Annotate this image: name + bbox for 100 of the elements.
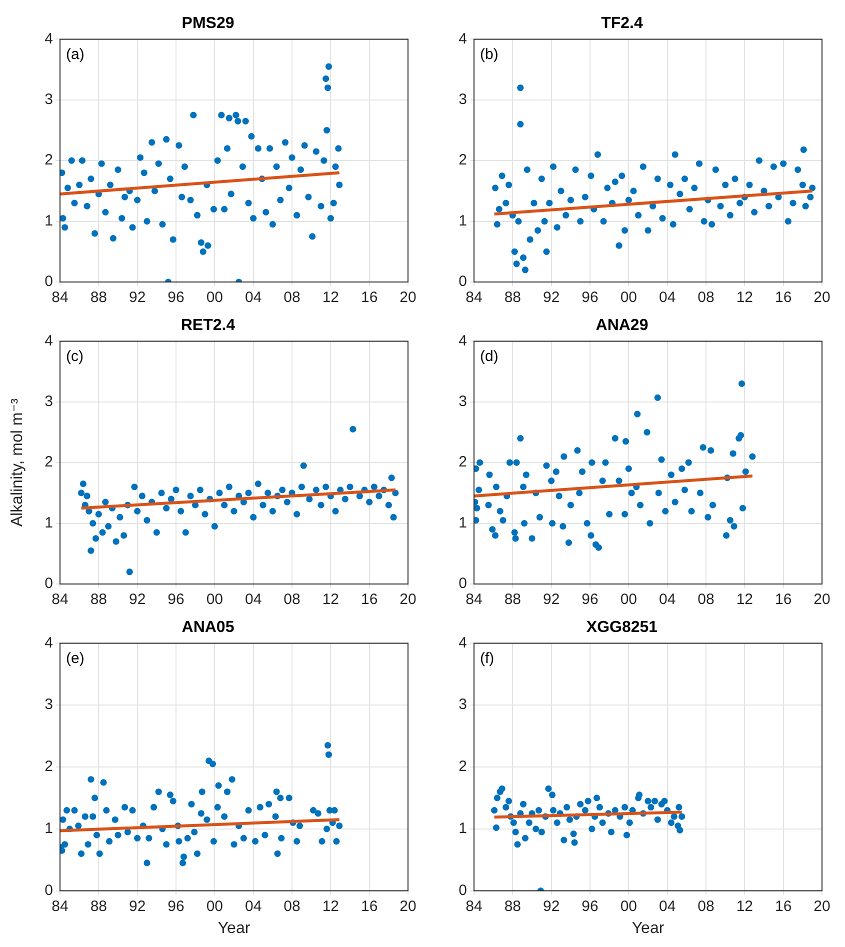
y-tick-label: 3 (44, 91, 53, 108)
chart-title: TF2.4 (601, 15, 643, 32)
y-tick-label: 4 (44, 332, 53, 350)
x-tick-label: 84 (52, 591, 68, 608)
x-tick-label: 96 (582, 898, 598, 915)
x-tick-label: 92 (128, 591, 146, 608)
y-tick-label: 4 (44, 634, 53, 652)
x-tick-label: 20 (400, 289, 416, 306)
x-tick-label: 96 (582, 591, 598, 608)
y-tick-label: 4 (458, 332, 467, 350)
y-tick-label: 0 (458, 575, 467, 592)
y-tick-label: 4 (458, 30, 467, 48)
x-tick-label: 84 (466, 289, 482, 306)
y-tick-label: 1 (458, 514, 467, 532)
x-tick-label: 04 (658, 289, 676, 306)
annotation: (a) (66, 46, 84, 63)
x-tick-label: 00 (206, 591, 224, 608)
x-tick-label: 20 (400, 591, 416, 608)
x-tick-label: 88 (90, 289, 108, 306)
x-tick-label: 08 (284, 898, 300, 915)
y-tick-label: 3 (458, 91, 467, 108)
x-tick-label: 16 (774, 898, 792, 915)
annotation: (c) (66, 348, 84, 365)
x-tick-label: 96 (168, 591, 184, 608)
x-tick-label: 12 (736, 591, 754, 608)
x-tick-label: 92 (542, 898, 560, 915)
y-tick-label: 1 (44, 820, 53, 838)
x-tick-label: 04 (244, 898, 262, 915)
x-axis-title: Year (632, 920, 665, 937)
x-tick-label: 16 (360, 898, 378, 915)
y-tick-label: 1 (44, 514, 53, 532)
chart-title: ANA29 (596, 317, 648, 334)
x-tick-label: 16 (360, 591, 378, 608)
y-tick-label: 1 (458, 820, 467, 838)
y-tick-label: 0 (44, 882, 53, 899)
x-tick-label: 88 (90, 898, 108, 915)
y-tick-label: 2 (458, 152, 467, 169)
y-tick-label: 3 (458, 696, 467, 714)
x-tick-label: 12 (322, 591, 340, 608)
y-tick-label: 4 (458, 634, 467, 652)
y-tick-label: 0 (458, 882, 467, 899)
x-axis-title: Year (218, 920, 251, 937)
x-tick-label: 20 (814, 898, 830, 915)
y-tick-label: 3 (458, 393, 467, 410)
x-tick-label: 96 (168, 289, 184, 306)
y-tick-label: 3 (44, 393, 53, 410)
y-tick-label: 1 (458, 212, 467, 230)
y-tick-label: 2 (458, 454, 467, 471)
annotation: (f) (480, 650, 494, 667)
x-tick-label: 08 (284, 591, 300, 608)
x-tick-label: 04 (658, 591, 676, 608)
chart-title: RET2.4 (180, 317, 236, 334)
annotation: (e) (66, 650, 84, 667)
x-tick-label: 08 (698, 898, 714, 915)
x-tick-label: 12 (736, 289, 754, 306)
x-tick-label: 88 (504, 289, 522, 306)
x-tick-label: 16 (774, 591, 792, 608)
x-tick-label: 20 (814, 289, 830, 306)
x-tick-label: 00 (620, 898, 638, 915)
x-tick-label: 88 (504, 898, 522, 915)
y-tick-label: 2 (44, 758, 53, 776)
annotation: (b) (480, 46, 498, 63)
x-tick-label: 84 (466, 898, 482, 915)
x-tick-label: 00 (206, 898, 224, 915)
y-tick-label: 0 (44, 273, 53, 290)
x-tick-label: 16 (774, 289, 792, 306)
x-tick-label: 88 (90, 591, 108, 608)
x-tick-label: 00 (620, 289, 638, 306)
x-tick-label: 84 (52, 289, 68, 306)
x-tick-label: 12 (322, 289, 340, 306)
x-tick-label: 08 (698, 591, 714, 608)
annotation: (d) (480, 348, 498, 365)
chart-title: PMS29 (182, 15, 234, 32)
x-tick-label: 20 (400, 898, 416, 915)
x-tick-label: 04 (244, 289, 262, 306)
y-tick-label: 1 (44, 212, 53, 230)
x-tick-label: 96 (582, 289, 598, 306)
x-tick-label: 92 (542, 289, 560, 306)
chart-title: XGG8251 (586, 619, 658, 636)
y-tick-label: 0 (458, 273, 467, 290)
y-tick-label: 2 (44, 152, 53, 169)
chart-title: ANA05 (182, 619, 234, 636)
y-tick-label: 2 (44, 454, 53, 471)
y-tick-label: 2 (458, 758, 467, 776)
x-tick-label: 84 (466, 591, 482, 608)
x-tick-label: 08 (284, 289, 300, 306)
x-tick-label: 08 (698, 289, 714, 306)
x-tick-label: 92 (542, 591, 560, 608)
x-tick-label: 12 (322, 898, 340, 915)
y-tick-label: 0 (44, 575, 53, 592)
y-tick-label: 4 (44, 30, 53, 48)
x-tick-label: 04 (658, 898, 676, 915)
x-tick-label: 96 (168, 898, 184, 915)
x-tick-label: 20 (814, 591, 830, 608)
x-tick-label: 00 (620, 591, 638, 608)
x-tick-label: 16 (360, 289, 378, 306)
x-tick-label: 12 (736, 898, 754, 915)
y-axis-title: Alkalinity, mol m⁻³ (9, 398, 26, 527)
x-tick-label: 92 (128, 289, 146, 306)
x-tick-label: 88 (504, 591, 522, 608)
